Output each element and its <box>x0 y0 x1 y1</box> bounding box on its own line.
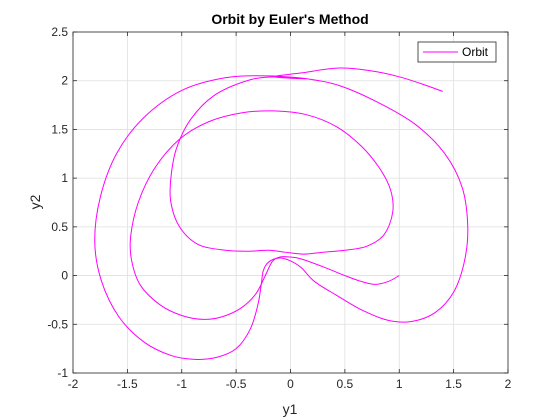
x-tick-label: 2 <box>505 377 512 391</box>
legend-label-orbit: Orbit <box>462 45 489 59</box>
legend: Orbit <box>417 41 497 63</box>
ticks: -2 -1.5 -1 -0.5 0 0.5 1 1.5 2 -1 -0.5 0 0.5 1 1.5 2 2.5 <box>47 25 511 391</box>
x-tick-label: -1.5 <box>117 377 138 391</box>
x-tick-label: 1 <box>396 377 403 391</box>
x-tick-label: 1.5 <box>445 377 462 391</box>
x-tick-label: 0 <box>287 377 294 391</box>
y-tick-label: 0 <box>61 269 68 283</box>
orbit-line <box>94 67 469 360</box>
x-tick-label: 0.5 <box>337 377 354 391</box>
y-tick-label: 1 <box>61 171 68 185</box>
y-axis-label: y2 <box>27 194 43 209</box>
x-tick-label: -0.5 <box>226 377 247 391</box>
chart-title: Orbit by Euler's Method <box>211 11 368 27</box>
y-tick-label: 1.5 <box>51 122 68 136</box>
x-tick-label: -2 <box>68 377 79 391</box>
y-tick-label: 2 <box>61 74 68 88</box>
plot-series <box>94 67 469 360</box>
x-tick-label: -1 <box>176 377 187 391</box>
y-tick-label: 0.5 <box>51 220 68 234</box>
y-tick-label: -1 <box>57 366 68 380</box>
y-tick-label: -0.5 <box>47 317 68 331</box>
y-tick-label: 2.5 <box>51 25 68 39</box>
x-axis-label: y1 <box>283 401 298 417</box>
